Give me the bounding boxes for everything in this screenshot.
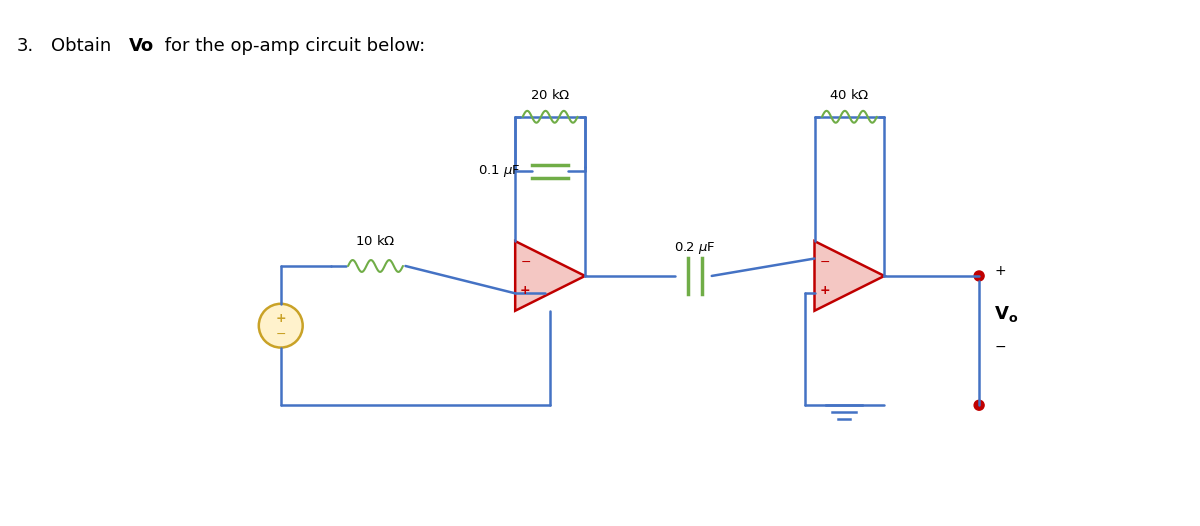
- Text: $-$: $-$: [994, 339, 1007, 352]
- Text: Obtain: Obtain: [52, 37, 118, 55]
- Text: for the op-amp circuit below:: for the op-amp circuit below:: [160, 37, 425, 55]
- Text: 0.2 $\mu$F: 0.2 $\mu$F: [674, 240, 715, 256]
- Text: 20 k$\Omega$: 20 k$\Omega$: [530, 88, 570, 102]
- Text: +: +: [276, 312, 286, 325]
- Circle shape: [259, 304, 302, 348]
- Text: 10 k$\Omega$: 10 k$\Omega$: [355, 234, 396, 248]
- Polygon shape: [815, 241, 884, 311]
- Circle shape: [974, 271, 984, 281]
- Text: Vo: Vo: [130, 37, 155, 55]
- Polygon shape: [515, 241, 586, 311]
- Text: 3.: 3.: [17, 37, 34, 55]
- Text: +: +: [820, 284, 829, 297]
- Text: +: +: [520, 284, 530, 297]
- Text: $-$: $-$: [818, 255, 830, 268]
- Text: $\mathbf{V_o}$: $\mathbf{V_o}$: [994, 304, 1019, 323]
- Text: 40 k$\Omega$: 40 k$\Omega$: [829, 88, 870, 102]
- Circle shape: [974, 400, 984, 410]
- Text: $-$: $-$: [520, 255, 530, 268]
- Text: $-$: $-$: [275, 327, 287, 340]
- Text: +: +: [994, 264, 1006, 278]
- Text: 0.1 $\mu$F: 0.1 $\mu$F: [478, 164, 520, 179]
